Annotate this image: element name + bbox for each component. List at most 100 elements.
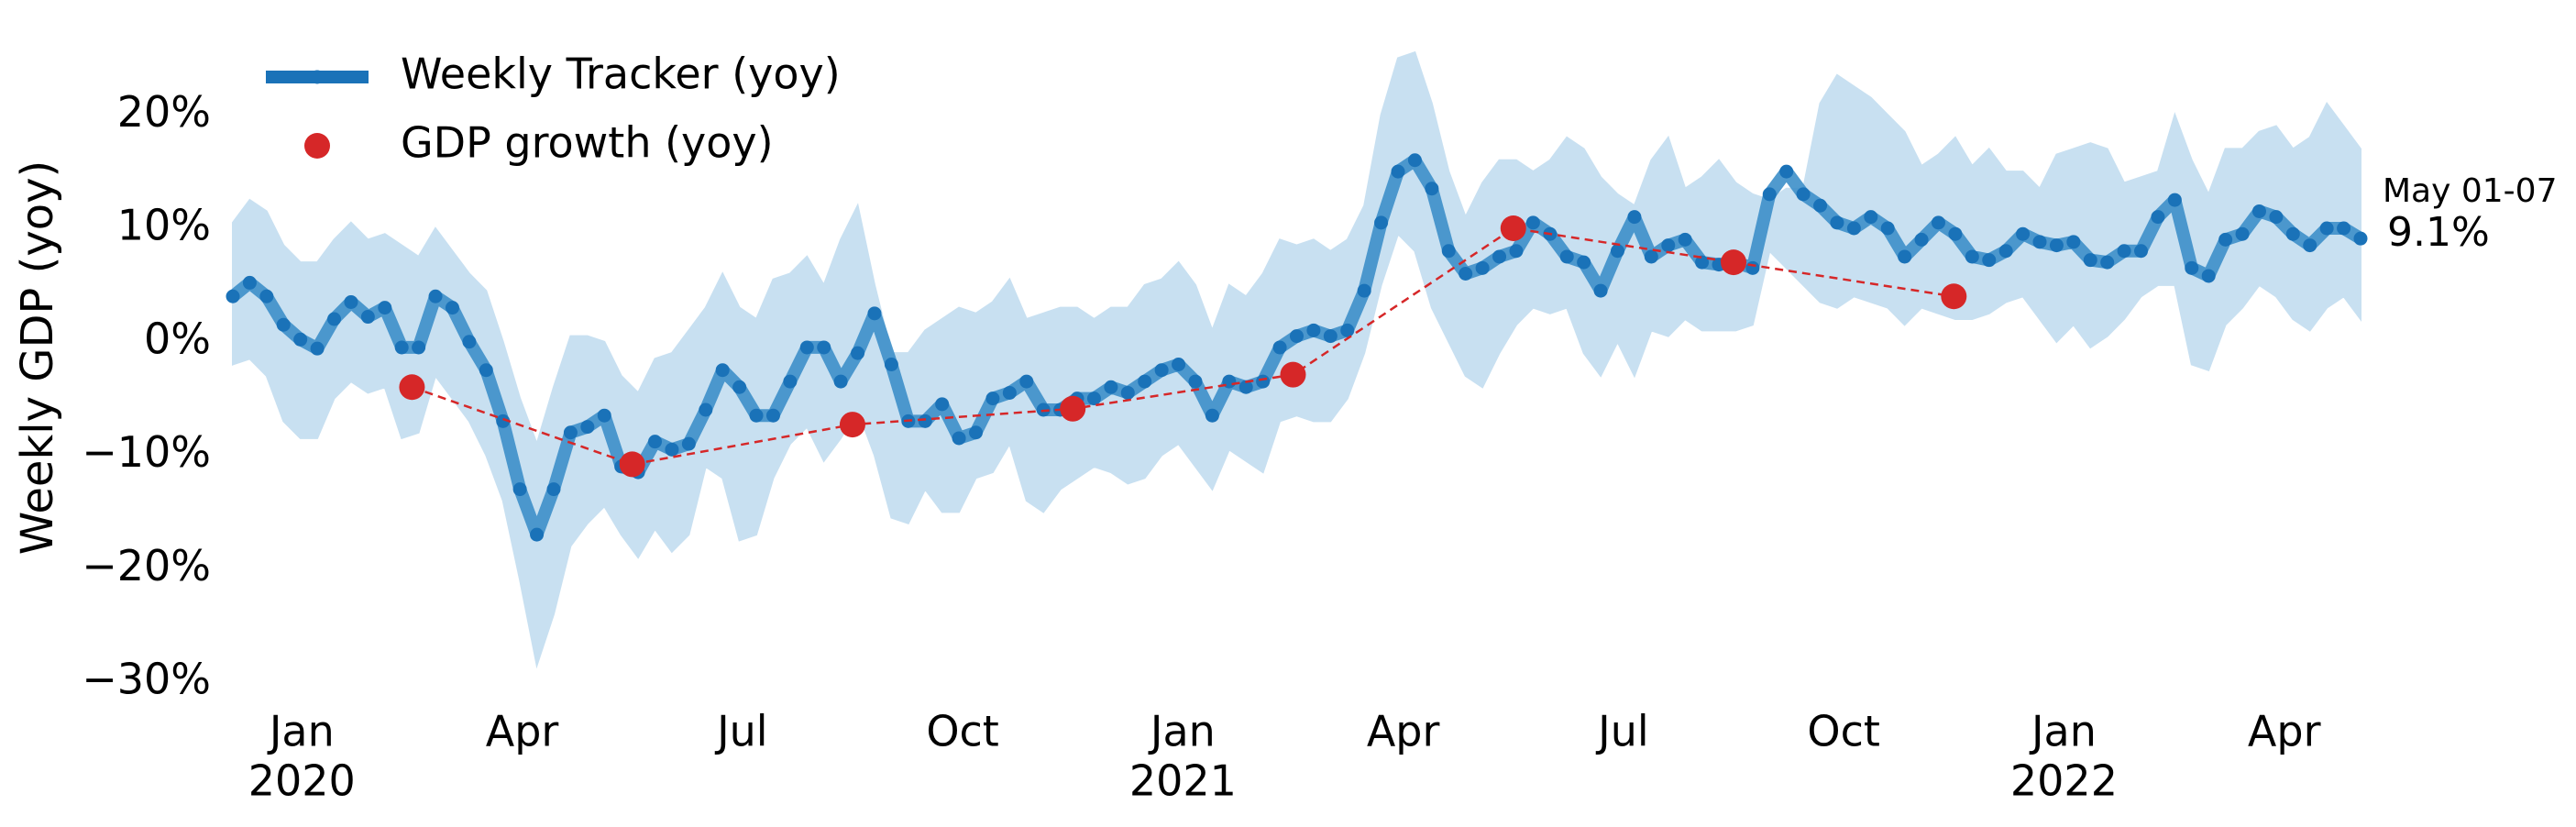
x-tick-label: Apr: [1367, 707, 1440, 756]
tracker-point: [969, 425, 984, 440]
tracker-point: [2303, 238, 2317, 253]
tracker-point: [1120, 385, 1135, 400]
legend-dot: [304, 133, 330, 159]
tracker-point: [1931, 215, 1945, 230]
gdp-point: [619, 451, 645, 478]
tracker-point: [462, 335, 477, 349]
tracker-point: [1172, 358, 1186, 371]
tracker-point: [935, 397, 950, 412]
tracker-point: [681, 436, 696, 451]
tracker-point: [2353, 231, 2368, 246]
tracker-point: [1627, 210, 1642, 225]
tracker-point: [1762, 187, 1777, 202]
tracker-point: [1610, 244, 1624, 259]
tracker-point: [918, 414, 932, 428]
tracker-point: [867, 306, 882, 321]
tracker-point: [1340, 323, 1355, 337]
gdp-point: [839, 412, 865, 438]
tracker-point: [1846, 221, 1861, 236]
tracker-point: [1272, 340, 1287, 355]
tracker-point: [496, 414, 511, 428]
tracker-point: [580, 420, 595, 435]
tracker-point: [1779, 164, 1794, 179]
x-tick-label: Apr: [2248, 707, 2321, 756]
tracker-point: [1459, 267, 1473, 281]
tracker-point: [479, 363, 493, 378]
tracker-point: [2032, 235, 2047, 249]
tracker-point: [2269, 210, 2284, 225]
legend-dot: [310, 70, 325, 84]
tracker-point: [665, 442, 679, 457]
tracker-point: [1661, 238, 1676, 253]
tracker-point: [1880, 221, 1895, 236]
tracker-point: [1138, 374, 1152, 389]
tracker-point: [1290, 329, 1304, 344]
tracker-point: [1695, 255, 1710, 270]
tracker-point: [1104, 380, 1118, 394]
y-tick-label: 0%: [144, 314, 211, 363]
tracker-point: [1998, 244, 2013, 259]
tracker-point: [1678, 232, 1692, 247]
tracker-point: [732, 380, 747, 394]
tracker-point: [1391, 164, 1405, 179]
x-tick-label: Jan: [267, 707, 335, 756]
tracker-point: [1425, 182, 1439, 196]
tracker-point: [2319, 221, 2334, 236]
tracker-point: [884, 358, 898, 371]
tracker-point: [2167, 193, 2182, 207]
x-tick-label: Jan: [1148, 707, 1216, 756]
tracker-point: [765, 408, 780, 423]
tracker-point: [1898, 249, 1912, 264]
tracker-point: [1509, 244, 1524, 259]
tracker-point: [1441, 244, 1456, 259]
tracker-point: [2201, 269, 2216, 283]
tracker-point: [2049, 238, 2064, 253]
tracker-point: [2134, 244, 2149, 259]
tracker-point: [1559, 249, 1574, 264]
tracker-point: [2117, 244, 2131, 259]
tracker-point: [1914, 232, 1929, 247]
tracker-point: [1644, 249, 1658, 264]
tracker-point: [1965, 249, 1979, 264]
tracker-point: [952, 431, 966, 446]
tracker-point: [445, 301, 459, 315]
tracker-point: [1205, 408, 1219, 423]
tracker-point: [344, 294, 358, 309]
tracker-point: [1475, 260, 1490, 275]
tracker-point: [749, 408, 764, 423]
tracker-point: [817, 340, 831, 355]
gdp-point: [1280, 361, 1306, 388]
tracker-point: [226, 289, 240, 303]
tracker-point: [310, 341, 325, 356]
tracker-point: [1323, 329, 1338, 344]
tracker-point: [1745, 260, 1760, 275]
y-axis-label: Weekly GDP (yoy): [12, 160, 63, 556]
tracker-point: [2016, 226, 2031, 241]
gdp-point: [1060, 395, 1086, 422]
legend-label: GDP growth (yoy): [401, 118, 774, 168]
tracker-point: [412, 340, 426, 355]
tracker-point: [259, 289, 274, 303]
tracker-point: [1492, 249, 1507, 264]
tracker-point: [327, 312, 342, 326]
tracker-point: [2100, 255, 2115, 270]
tracker-point: [1357, 283, 1371, 298]
tracker-point: [1830, 215, 1844, 230]
x-tick-label: Oct: [1807, 707, 1880, 756]
y-tick-label: −20%: [82, 541, 211, 590]
y-tick-label: −30%: [82, 655, 211, 704]
tracker-point: [851, 346, 865, 360]
tracker-point: [1086, 391, 1101, 406]
tracker-point: [985, 391, 1000, 406]
legend-label: Weekly Tracker (yoy): [401, 50, 841, 99]
gdp-point: [1941, 283, 1967, 310]
y-tick-label: −10%: [82, 427, 211, 477]
tracker-point: [2066, 235, 2081, 249]
tracker-point: [428, 289, 443, 303]
tracker-point: [2337, 221, 2351, 236]
tracker-point: [1306, 323, 1321, 337]
x-tick-label: Jul: [714, 707, 768, 756]
tracker-point: [597, 408, 611, 423]
tracker-point: [1525, 215, 1540, 230]
